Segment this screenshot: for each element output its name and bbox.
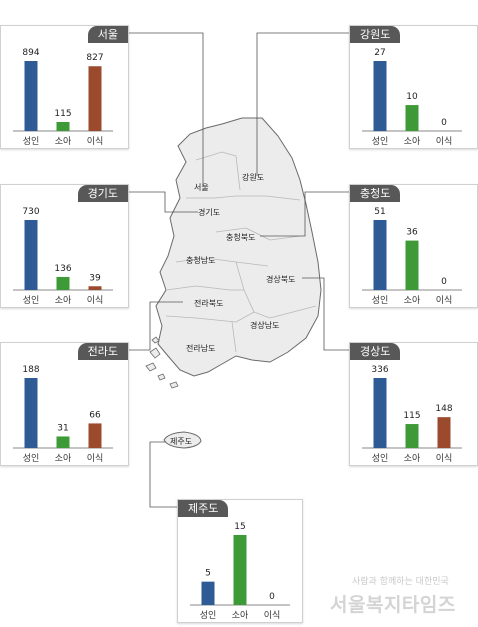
category-label: 이식 bbox=[87, 295, 104, 306]
panel-chungcheong: 충청도 51 성인 36 소아 0 이식 bbox=[349, 184, 478, 308]
data-label: 31 bbox=[57, 423, 68, 433]
bar-adult bbox=[24, 220, 38, 290]
panel-gyeongsang: 경상도 336 성인 115 소아 148 이식 bbox=[349, 342, 478, 466]
category-label: 성인 bbox=[23, 453, 40, 464]
panel-title-gyeonggi: 경기도 bbox=[77, 185, 128, 202]
bar-adult bbox=[373, 61, 387, 131]
southwest-islands bbox=[145, 336, 179, 389]
chart-jeju: 5 성인 15 소아 0 이식 bbox=[190, 522, 290, 621]
category-label: 소아 bbox=[404, 295, 421, 306]
data-label: 136 bbox=[54, 264, 71, 274]
panel-gangwon: 강원도 27 성인 10 소아 0 이식 bbox=[349, 25, 478, 149]
chart-gangwon: 27 성인 10 소아 0 이식 bbox=[362, 48, 462, 147]
panel-title-gangwon: 강원도 bbox=[350, 26, 401, 43]
category-label: 이식 bbox=[264, 610, 281, 621]
data-label: 336 bbox=[371, 365, 388, 375]
province-borders bbox=[165, 151, 317, 353]
map-label-seoul: 서울 bbox=[194, 183, 209, 192]
data-label: 5 bbox=[205, 569, 211, 579]
data-label: 827 bbox=[86, 53, 103, 63]
data-label: 39 bbox=[89, 273, 101, 283]
data-label: 51 bbox=[374, 207, 385, 217]
data-label: 115 bbox=[54, 109, 71, 119]
chart-seoul: 894 성인 115 소아 827 이식 bbox=[13, 48, 113, 147]
category-label: 이식 bbox=[436, 136, 453, 147]
panel-gyeonggi: 경기도 730 성인 136 소아 39 이식 bbox=[0, 184, 129, 308]
bar-adult bbox=[24, 378, 38, 448]
data-label: 0 bbox=[269, 592, 275, 602]
bar-transplant bbox=[88, 423, 102, 448]
connector-lines bbox=[127, 32, 349, 508]
data-label: 115 bbox=[403, 411, 420, 421]
category-label: 성인 bbox=[23, 295, 40, 306]
category-label: 소아 bbox=[55, 453, 72, 464]
panel-jeju: 제주도 5 성인 15 소아 0 이식 bbox=[177, 499, 303, 623]
bar-transplant bbox=[88, 66, 102, 131]
data-label: 66 bbox=[89, 410, 101, 420]
chart-gyeongsang: 336 성인 115 소아 148 이식 bbox=[362, 365, 462, 464]
bar-child bbox=[405, 424, 419, 448]
mainland-outline bbox=[155, 117, 322, 377]
category-label: 소아 bbox=[232, 610, 249, 621]
chart-chungcheong: 51 성인 36 소아 0 이식 bbox=[362, 207, 462, 306]
category-label: 이식 bbox=[87, 453, 104, 464]
bar-child bbox=[56, 121, 70, 131]
map-label-chungnam: 충청남도 bbox=[186, 256, 215, 265]
map-label-jeju: 제주도 bbox=[170, 437, 192, 446]
category-label: 성인 bbox=[372, 453, 389, 464]
bar-child bbox=[405, 105, 419, 131]
map-label-gangwon: 강원도 bbox=[242, 172, 264, 182]
map-label-gyeongbuk: 경상북도 bbox=[266, 274, 295, 284]
map-label-gyeongnam: 경상남도 bbox=[250, 320, 279, 330]
panel-title-jeolla: 전라도 bbox=[77, 343, 128, 360]
data-label: 0 bbox=[441, 118, 447, 128]
data-label: 730 bbox=[22, 207, 39, 217]
map-label-jeonbuk: 전라북도 bbox=[194, 298, 223, 308]
bar-child bbox=[233, 535, 247, 605]
category-label: 성인 bbox=[23, 136, 40, 147]
bar-child bbox=[56, 276, 70, 290]
data-label: 36 bbox=[406, 228, 418, 238]
map-label-jeonnam: 전라남도 bbox=[186, 343, 215, 353]
data-label: 188 bbox=[22, 365, 39, 375]
category-label: 성인 bbox=[200, 610, 217, 621]
bar-adult bbox=[373, 378, 387, 448]
category-label: 소아 bbox=[404, 453, 421, 464]
bar-adult bbox=[201, 581, 215, 605]
category-label: 이식 bbox=[436, 453, 453, 464]
bar-child bbox=[405, 240, 419, 290]
category-label: 성인 bbox=[372, 136, 389, 147]
panel-title-chungcheong: 충청도 bbox=[350, 185, 401, 202]
data-label: 15 bbox=[234, 522, 245, 532]
panel-title-seoul: 서울 bbox=[87, 26, 128, 43]
data-label: 894 bbox=[22, 48, 39, 58]
map-label-chungbuk: 충청북도 bbox=[226, 233, 255, 242]
data-label: 10 bbox=[406, 92, 418, 102]
bar-child bbox=[56, 436, 70, 448]
watermark-subtitle: 사람과 함께하는 대한민국 bbox=[352, 577, 449, 587]
panel-seoul: 서울 894 성인 115 소아 827 이식 bbox=[0, 25, 129, 149]
data-label: 27 bbox=[374, 48, 385, 58]
data-label: 0 bbox=[441, 277, 447, 287]
map-label-gyeonggi: 경기도 bbox=[198, 207, 220, 217]
chart-jeolla: 188 성인 31 소아 66 이식 bbox=[13, 365, 113, 464]
chart-gyeonggi: 730 성인 136 소아 39 이식 bbox=[13, 207, 113, 306]
panel-jeolla: 전라도 188 성인 31 소아 66 이식 bbox=[0, 342, 129, 466]
category-label: 소아 bbox=[55, 295, 72, 306]
jeju-island bbox=[163, 431, 202, 449]
panel-title-jeju: 제주도 bbox=[178, 500, 229, 517]
category-label: 이식 bbox=[436, 295, 453, 306]
panel-title-gyeongsang: 경상도 bbox=[350, 343, 401, 360]
category-label: 이식 bbox=[87, 136, 104, 147]
bar-transplant bbox=[88, 286, 102, 290]
category-label: 소아 bbox=[55, 136, 72, 147]
bar-adult bbox=[24, 61, 38, 131]
category-label: 성인 bbox=[372, 295, 389, 306]
watermark-logo: 서울복지타임즈 bbox=[330, 594, 456, 616]
bar-adult bbox=[373, 220, 387, 290]
category-label: 소아 bbox=[404, 136, 421, 147]
data-label: 148 bbox=[435, 404, 452, 414]
bar-transplant bbox=[437, 417, 451, 448]
